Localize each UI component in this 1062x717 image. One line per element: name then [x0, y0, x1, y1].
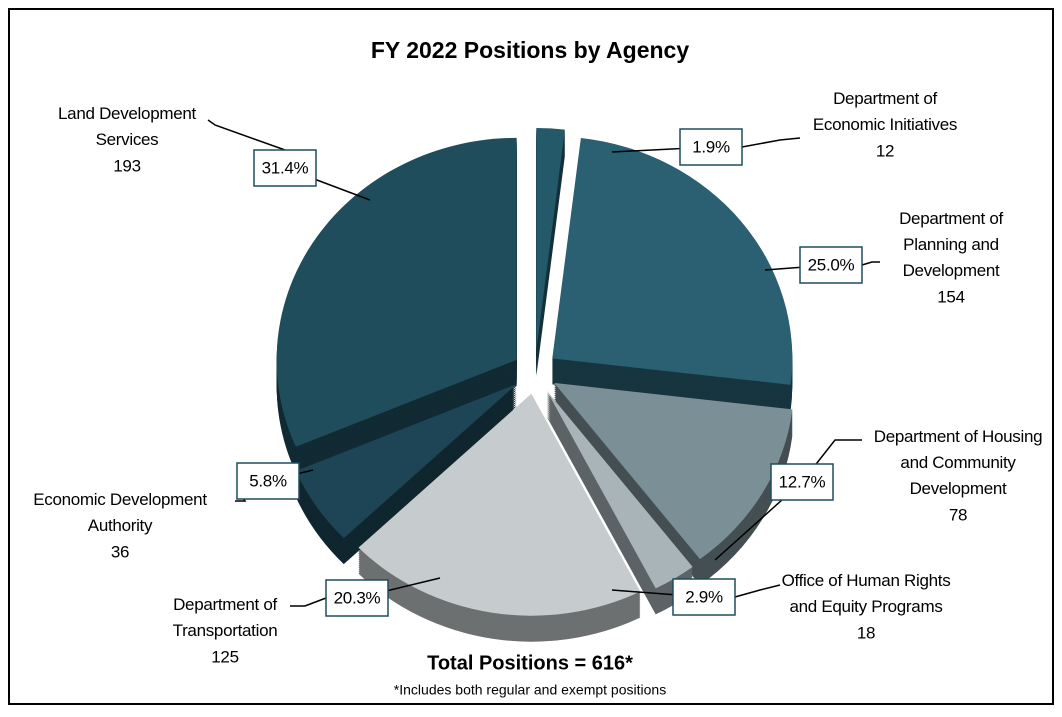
category-label: Economic Development Authority	[33, 490, 207, 535]
value-label: 1.9%	[692, 137, 730, 156]
category-label: Department of Economic Initiatives	[813, 89, 957, 134]
label-line: Land Development	[58, 104, 196, 123]
leader-line	[861, 261, 880, 266]
chart-title: FY 2022 Positions by Agency	[371, 37, 689, 63]
category-label: Department of Planning and Development	[899, 209, 1003, 280]
leader-line	[290, 597, 327, 607]
slice	[552, 137, 793, 385]
leader-line	[734, 584, 781, 598]
label-box	[672, 578, 736, 616]
value-label: 20.3%	[334, 588, 381, 607]
total-label: Total Positions = 616*	[427, 652, 633, 674]
value-label: 2.9%	[685, 587, 723, 606]
position-count: 12	[876, 141, 894, 160]
label-box	[799, 246, 863, 284]
label-box	[679, 128, 743, 166]
position-count: 78	[949, 505, 967, 524]
label-line: Office of Human Rights	[782, 571, 951, 590]
leader-line	[207, 119, 286, 151]
slice	[295, 384, 517, 539]
label-line: and Equity Programs	[789, 597, 942, 616]
label-box	[236, 462, 300, 500]
label-line: Planning and	[903, 235, 999, 254]
label-line: Transportation	[173, 621, 278, 640]
label-line: Economic Development	[33, 490, 207, 509]
label-box	[770, 463, 834, 501]
footnote: *Includes both regular and exempt positi…	[394, 682, 666, 698]
label-line: Department of Housing	[874, 427, 1043, 446]
value-label: 31.4%	[262, 158, 309, 177]
value-label: 12.7%	[779, 472, 826, 491]
label-line: Services	[96, 130, 159, 149]
category-label: Land Development Services	[58, 104, 196, 149]
leader-line	[741, 137, 801, 148]
category-label: Department of Housing and Community Develo…	[874, 427, 1043, 498]
position-count: 154	[937, 287, 964, 306]
position-count: 193	[113, 156, 140, 175]
category-label: Office of Human Rights and Equity Program…	[782, 571, 951, 616]
slice	[554, 382, 793, 560]
slice	[546, 390, 693, 589]
position-count: 18	[857, 623, 875, 642]
label-line: Economic Initiatives	[813, 115, 957, 134]
label-box	[325, 579, 389, 617]
position-count: 125	[211, 647, 238, 666]
label-line: Department of	[899, 209, 1003, 228]
label-line: Department of	[833, 89, 937, 108]
slice	[358, 393, 641, 616]
position-count: 36	[111, 542, 129, 561]
slices	[276, 128, 793, 616]
slice	[536, 128, 565, 351]
label-box	[253, 149, 317, 187]
value-label: 25.0%	[808, 255, 855, 274]
value-label: 5.8%	[249, 471, 287, 490]
category-label: Department of Transportation	[173, 595, 278, 640]
label-line: Department of	[173, 595, 277, 614]
label-line: Development	[903, 261, 1000, 280]
label-line: and Community	[900, 453, 1016, 472]
slice	[276, 137, 517, 447]
label-line: Authority	[88, 516, 153, 535]
label-line: Development	[910, 479, 1007, 498]
